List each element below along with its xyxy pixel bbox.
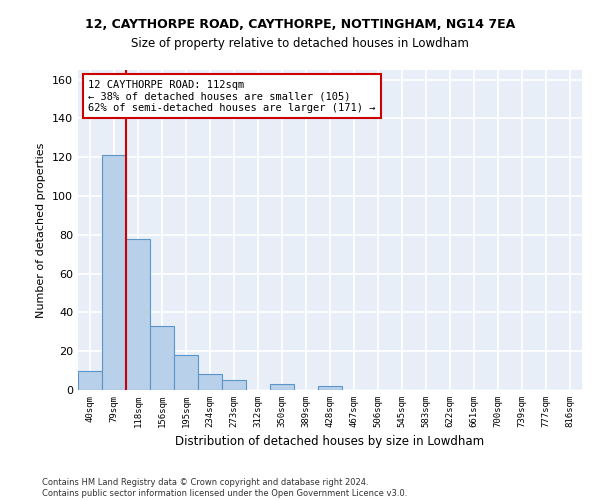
Text: Size of property relative to detached houses in Lowdham: Size of property relative to detached ho… <box>131 38 469 51</box>
Y-axis label: Number of detached properties: Number of detached properties <box>37 142 46 318</box>
Bar <box>174 355 198 390</box>
Bar <box>126 238 150 390</box>
Bar <box>150 326 174 390</box>
Bar <box>270 384 294 390</box>
Bar <box>222 380 246 390</box>
Text: Contains HM Land Registry data © Crown copyright and database right 2024.
Contai: Contains HM Land Registry data © Crown c… <box>42 478 407 498</box>
Bar <box>318 386 342 390</box>
Text: 12 CAYTHORPE ROAD: 112sqm
← 38% of detached houses are smaller (105)
62% of semi: 12 CAYTHORPE ROAD: 112sqm ← 38% of detac… <box>88 80 376 113</box>
Text: 12, CAYTHORPE ROAD, CAYTHORPE, NOTTINGHAM, NG14 7EA: 12, CAYTHORPE ROAD, CAYTHORPE, NOTTINGHA… <box>85 18 515 30</box>
Bar <box>102 156 126 390</box>
Bar <box>198 374 222 390</box>
Bar <box>78 370 102 390</box>
X-axis label: Distribution of detached houses by size in Lowdham: Distribution of detached houses by size … <box>175 436 485 448</box>
